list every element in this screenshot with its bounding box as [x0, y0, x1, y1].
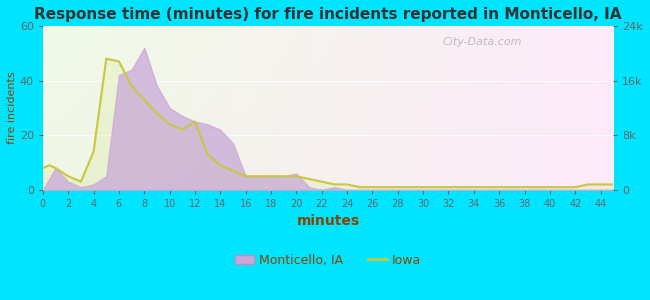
Legend: Monticello, IA, Iowa: Monticello, IA, Iowa	[230, 249, 426, 272]
Title: Response time (minutes) for fire incidents reported in Monticello, IA: Response time (minutes) for fire inciden…	[34, 7, 622, 22]
Text: City-Data.com: City-Data.com	[442, 38, 522, 47]
X-axis label: minutes: minutes	[296, 214, 359, 229]
Y-axis label: fire incidents: fire incidents	[7, 72, 17, 144]
